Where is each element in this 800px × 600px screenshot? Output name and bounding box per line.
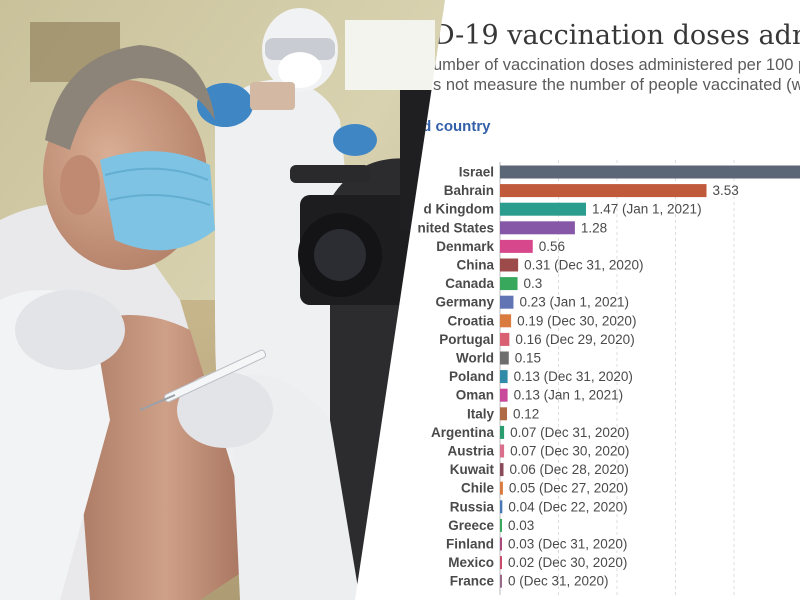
chart-subtitle-line-2: s not measure the number of people vacci…: [433, 76, 800, 94]
category-label: Croatia: [447, 313, 494, 328]
category-label: Portugal: [439, 332, 494, 347]
add-country-link[interactable]: dd country: [413, 118, 491, 135]
value-label: 0.06 (Dec 28, 2020): [510, 462, 629, 477]
value-label: 0.23 (Jan 1, 2021): [519, 295, 629, 310]
bar: [500, 574, 502, 588]
category-label: Russia: [450, 499, 495, 514]
bar: [500, 239, 533, 253]
bar: [500, 184, 707, 198]
category-label: Poland: [449, 369, 494, 384]
chart-subtitle-line-1: umber of vaccination doses administered …: [433, 56, 800, 74]
value-label: 0.31 (Dec 31, 2020): [524, 258, 643, 273]
bar: [500, 444, 505, 458]
value-label: 0.3: [524, 276, 543, 291]
value-label: 0.07 (Dec 30, 2020): [510, 444, 629, 459]
value-label: 0.05 (Dec 27, 2020): [509, 481, 628, 496]
category-label: nited States: [417, 220, 494, 235]
value-label: 3.53: [713, 183, 739, 198]
category-label: Argentina: [431, 425, 494, 440]
bar: [500, 463, 504, 477]
bar: [500, 425, 505, 439]
bar: [500, 277, 518, 291]
bar: [500, 295, 514, 309]
category-label: Chile: [461, 481, 494, 496]
category-label: d Kingdom: [424, 202, 495, 217]
value-label: 0.15: [515, 351, 541, 366]
bar: [500, 518, 502, 532]
bar-chart-area: Israel Bahrain 3.53 d Kingdom 1.47 (Jan 1, 2…: [417, 160, 800, 595]
category-label: Germany: [435, 295, 494, 310]
category-label: World: [456, 351, 494, 366]
chart-title: D-19 vaccination doses admin: [433, 20, 800, 51]
bar: [500, 537, 502, 551]
category-label: Austria: [447, 444, 494, 459]
value-label: 0.12: [513, 406, 539, 421]
value-label: 0.03 (Dec 31, 2020): [508, 537, 627, 552]
bar: [500, 388, 508, 402]
value-label: 0 (Dec 31, 2020): [508, 574, 609, 589]
bar: [500, 258, 519, 272]
value-label: 0.13 (Dec 31, 2020): [514, 369, 633, 384]
bar: [500, 407, 508, 421]
category-label: Kuwait: [450, 462, 495, 477]
bar: [500, 500, 503, 514]
category-label: Mexico: [448, 555, 494, 570]
value-label: 0.56: [539, 239, 565, 254]
bar: [500, 165, 800, 179]
bar: [500, 351, 509, 365]
bar: [500, 370, 508, 384]
category-label: China: [456, 258, 494, 273]
category-label: Oman: [456, 388, 494, 403]
value-label: 0.16 (Dec 29, 2020): [515, 332, 634, 347]
category-label: Bahrain: [444, 183, 494, 198]
bar: [500, 221, 575, 235]
category-label: Greece: [448, 518, 494, 533]
bar: [500, 481, 503, 495]
value-label: 0.07 (Dec 31, 2020): [510, 425, 629, 440]
value-label: 0.19 (Dec 30, 2020): [517, 313, 636, 328]
value-label: 0.03: [508, 518, 534, 533]
value-label: 1.28: [581, 220, 607, 235]
bar: [500, 556, 502, 570]
category-label: Italy: [467, 406, 495, 421]
value-label: 1.47 (Jan 1, 2021): [592, 202, 702, 217]
category-label: Israel: [459, 165, 494, 180]
value-label: 0.13 (Jan 1, 2021): [514, 388, 624, 403]
bar: [500, 332, 510, 346]
value-label: 0.04 (Dec 22, 2020): [508, 499, 627, 514]
category-label: Finland: [446, 537, 494, 552]
bar: [500, 314, 512, 328]
category-label: Denmark: [436, 239, 494, 254]
value-label: 0.02 (Dec 30, 2020): [508, 555, 627, 570]
category-label: Canada: [445, 276, 494, 291]
bar: [500, 202, 586, 216]
category-label: France: [450, 574, 495, 589]
